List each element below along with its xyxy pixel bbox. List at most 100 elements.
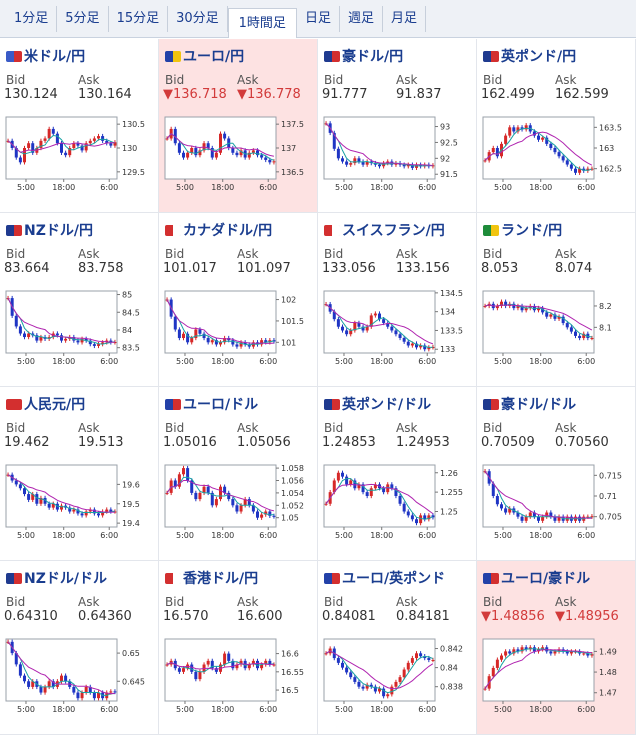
candle-body — [206, 338, 210, 343]
candle-body — [182, 668, 185, 672]
pair-title-link[interactable]: 香港ドル/円 — [165, 569, 258, 587]
currency-pair-card[interactable]: 英ポンド/ドル Bid Ask 1.24853 1.24953 1.26 1.255 1.25… — [318, 387, 477, 561]
candle-body — [532, 647, 536, 652]
candle-body — [84, 686, 88, 693]
pair-title-link[interactable]: 英ポンド/ドル — [324, 395, 431, 413]
pair-title-link[interactable]: NZドル/ドル — [6, 569, 107, 587]
price-chart[interactable]: 1.26 1.255 1.25 5:00 18:00 6:00 — [322, 461, 473, 543]
tab-timeframe[interactable]: 5分足 — [57, 5, 109, 32]
y-tick-label: 1.056 — [281, 477, 304, 486]
candle-body — [332, 480, 336, 493]
price-chart[interactable]: 163.5 163 162.5 5:00 18:00 6:00 — [481, 113, 632, 195]
candle-body — [353, 158, 357, 164]
pair-title-link[interactable]: ランド/円 — [483, 221, 562, 239]
currency-pair-card[interactable]: スイスフラン/円 Bid Ask 133.056 133.156 134.5 134 133.… — [318, 213, 477, 387]
tab-timeframe[interactable]: 15分足 — [109, 5, 169, 32]
candle-body — [508, 127, 512, 136]
price-chart[interactable]: 16.6 16.55 16.5 5:00 18:00 6:00 — [163, 635, 314, 717]
pair-title-link[interactable]: NZドル/円 — [6, 221, 93, 239]
price-chart[interactable]: 8.2 8.1 5:00 18:00 6:00 — [481, 287, 632, 369]
candle-body — [382, 319, 386, 323]
tab-timeframe[interactable]: 30分足 — [168, 5, 228, 32]
candle-body — [251, 505, 255, 512]
candle-body — [427, 658, 431, 660]
tab-timeframe[interactable]: 1分足 — [6, 5, 58, 32]
tab-timeframe[interactable]: 1時間足 — [227, 7, 297, 38]
tab-timeframe[interactable]: 週足 — [340, 5, 383, 32]
flag-icon — [483, 50, 499, 62]
tab-timeframe[interactable]: 日足 — [297, 5, 340, 32]
candle-body — [336, 658, 340, 663]
price-chart[interactable]: 134.5 134 133.5 133 5:00 18:00 6:00 — [322, 287, 473, 369]
candle-body — [18, 484, 22, 489]
candle-body — [43, 497, 47, 504]
bid-label: Bid — [324, 421, 344, 435]
pair-title-link[interactable]: 人民元/円 — [6, 395, 85, 413]
pair-title-link[interactable]: 米ドル/円 — [6, 47, 85, 65]
candle-body — [173, 316, 177, 330]
pair-title-link[interactable]: スイスフラン/円 — [324, 221, 445, 239]
price-chart[interactable]: 1.49 1.48 1.47 5:00 18:00 6:00 — [481, 635, 632, 717]
currency-pair-card[interactable]: NZドル/円 Bid Ask 83.664 83.758 85 84.5 84 83.5 5:00… — [0, 213, 159, 387]
price-chart[interactable]: 19.6 19.5 19.4 5:00 18:00 6:00 — [4, 461, 155, 543]
currency-pair-card[interactable]: カナダドル/円 Bid Ask 101.017 101.097 102 101.5 101 5:… — [159, 213, 318, 387]
price-chart[interactable]: 130.5 130 129.5 5:00 18:00 6:00 — [4, 113, 155, 195]
price-chart[interactable]: 1.058 1.056 1.054 1.052 1.05 5:00 18:00 6:00 — [163, 461, 314, 543]
currency-pair-card[interactable]: NZドル/ドル Bid Ask 0.64310 0.64360 0.65 0.645 5:00… — [0, 561, 159, 735]
candle-body — [398, 677, 402, 682]
price-chart[interactable]: 85 84.5 84 83.5 5:00 18:00 6:00 — [4, 287, 155, 369]
currency-pair-card[interactable]: ユーロ/豪ドル Bid Ask ▼1.48856 ▼1.48956 1.49 1.48 1.4… — [477, 561, 636, 735]
bid-value: 133.056 — [322, 261, 376, 276]
price-chart[interactable]: 0.65 0.645 5:00 18:00 6:00 — [4, 635, 155, 717]
flag-icon — [324, 50, 340, 62]
pair-title-link[interactable]: ユーロ/英ポンド — [324, 569, 445, 587]
candle-body — [23, 675, 26, 682]
y-tick-label: 16.55 — [281, 668, 304, 677]
currency-pair-card[interactable]: 豪ドル/円 Bid Ask 91.777 91.837 93 92.5 92 91.5 5:00 1… — [318, 39, 477, 213]
pair-title-link[interactable]: ユーロ/円 — [165, 47, 244, 65]
candle-body — [431, 165, 435, 167]
candle-body — [516, 649, 520, 652]
y-tick-label: 101.5 — [281, 317, 304, 326]
pair-title-link[interactable]: 豪ドル/円 — [324, 47, 403, 65]
candle-body — [206, 660, 210, 665]
candle-body — [524, 647, 528, 650]
currency-pair-card[interactable]: 人民元/円 Bid Ask 19.462 19.513 19.6 19.5 19.4 5:00 1… — [0, 387, 159, 561]
x-tick-label: 5:00 — [494, 183, 512, 192]
candle-body — [165, 138, 169, 140]
price-chart[interactable]: 137.5 137 136.5 5:00 18:00 6:00 — [163, 113, 314, 195]
currency-pair-card[interactable]: ユーロ/英ポンド Bid Ask 0.84081 0.84181 0.842 0.84 0.8… — [318, 561, 477, 735]
currency-pair-card[interactable]: ユーロ/ドル Bid Ask 1.05016 1.05056 1.058 1.056 1.05… — [159, 387, 318, 561]
tab-timeframe[interactable]: 月足 — [383, 5, 426, 32]
currency-pair-card[interactable]: 米ドル/円 Bid Ask 130.124 130.164 130.5 130 129.5 5:… — [0, 39, 159, 213]
candle-body — [194, 492, 198, 500]
pair-title-link[interactable]: 英ポンド/円 — [483, 47, 576, 65]
x-tick-label: 18:00 — [52, 183, 75, 192]
chart-plot-area — [323, 116, 436, 180]
currency-pair-card[interactable]: ランド/円 Bid Ask 8.053 8.074 8.2 8.1 5:00 18:00 6:00 — [477, 213, 636, 387]
price-chart[interactable]: 0.842 0.84 0.838 5:00 18:00 6:00 — [322, 635, 473, 717]
currency-pair-card[interactable]: 香港ドル/円 Bid Ask 16.570 16.600 16.6 16.55 16.5 5:0… — [159, 561, 318, 735]
y-tick-label: 19.6 — [122, 480, 140, 489]
currency-pair-card[interactable]: 英ポンド/円 Bid Ask 162.499 162.599 163.5 163 162.5 5… — [477, 39, 636, 213]
y-tick-label: 133.5 — [440, 326, 463, 335]
price-chart[interactable]: 102 101.5 101 5:00 18:00 6:00 — [163, 287, 314, 369]
pair-title-link[interactable]: カナダドル/円 — [165, 221, 272, 239]
price-chart[interactable]: 0.715 0.71 0.705 5:00 18:00 6:00 — [481, 461, 632, 543]
y-tick-label: 0.842 — [440, 645, 463, 654]
candle-body — [60, 505, 63, 510]
candle-body — [264, 340, 268, 343]
candle-body — [76, 692, 80, 699]
pair-title-link[interactable]: 豪ドル/ドル — [483, 395, 576, 413]
price-chart[interactable]: 93 92.5 92 91.5 5:00 18:00 6:00 — [322, 113, 473, 195]
candle-body — [47, 681, 51, 687]
candle-body — [406, 164, 410, 167]
currency-pair-card[interactable]: ユーロ/円 Bid Ask ▼136.718 ▼136.778 137.5 137 136.5… — [159, 39, 318, 213]
flag-icon — [324, 572, 340, 584]
candle-body — [365, 492, 369, 496]
pair-title-link[interactable]: ユーロ/豪ドル — [483, 569, 590, 587]
candle-body — [491, 148, 495, 153]
candle-body — [18, 664, 22, 676]
currency-pair-card[interactable]: 豪ドル/ドル Bid Ask 0.70509 0.70560 0.715 0.71 0.705… — [477, 387, 636, 561]
pair-title-link[interactable]: ユーロ/ドル — [165, 395, 258, 413]
